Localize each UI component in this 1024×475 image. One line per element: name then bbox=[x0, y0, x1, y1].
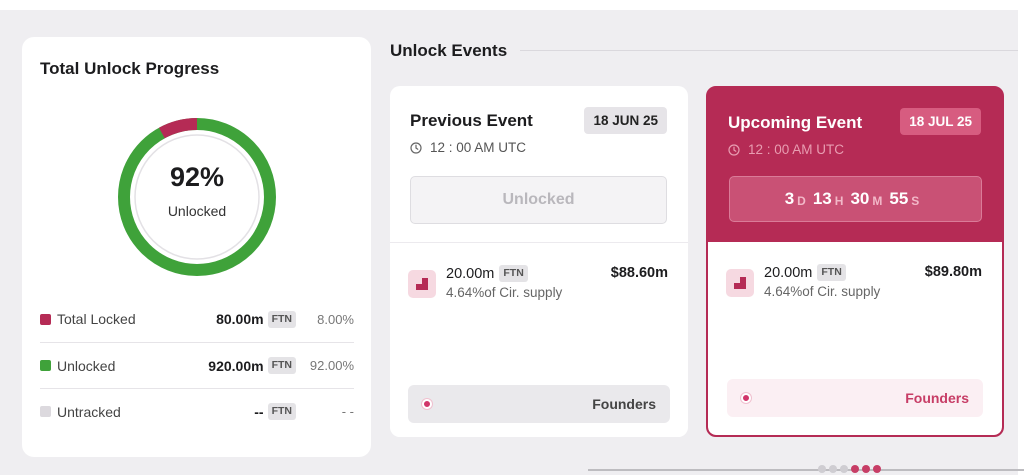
top-strip bbox=[0, 0, 1024, 10]
allocation-amount: 20.00m FTN bbox=[446, 265, 528, 282]
donut-locked-arc bbox=[118, 118, 276, 276]
legend-name: Total Locked bbox=[57, 311, 136, 327]
event-time: 12 : 00 AM UTC bbox=[410, 140, 526, 155]
clock-icon bbox=[728, 143, 740, 156]
category-founders[interactable]: Founders bbox=[408, 385, 670, 423]
amount-value: 20.00m bbox=[764, 264, 813, 281]
event-title: Upcoming Event bbox=[728, 113, 863, 132]
pager-dot[interactable] bbox=[829, 465, 837, 473]
donut-percent: 92% bbox=[169, 162, 225, 192]
legend-name: Untracked bbox=[57, 403, 121, 420]
countdown-days: 3 bbox=[784, 189, 795, 208]
unlock-donut-chart: 92% Unlocked bbox=[115, 115, 279, 279]
category-founders[interactable]: Founders bbox=[727, 379, 983, 417]
pager-dot[interactable] bbox=[851, 465, 859, 473]
pager-dot[interactable] bbox=[862, 465, 870, 473]
pager-dot[interactable] bbox=[818, 465, 826, 473]
event-date-badge: 18 JUL 25 bbox=[900, 108, 981, 135]
event-time: 12 : 00 AM UTC bbox=[728, 142, 844, 157]
unlocked-status: Unlocked bbox=[410, 176, 667, 224]
carousel-pager[interactable] bbox=[818, 465, 881, 473]
total-unlock-progress-card: Total Unlock Progress 92% Unlocked Total… bbox=[22, 37, 371, 457]
clock-icon bbox=[410, 141, 422, 154]
legend-row-locked: Total Locked 80.00m FTN 8.00% bbox=[40, 296, 354, 342]
section-divider bbox=[520, 50, 1018, 51]
right-strip bbox=[1018, 0, 1024, 475]
category-label: Founders bbox=[592, 396, 656, 412]
event-time-text: 12 : 00 AM UTC bbox=[430, 140, 527, 155]
countdown-minutes: 30 bbox=[850, 189, 870, 208]
allocation-usd: $88.60m bbox=[610, 265, 668, 281]
countdown-days-unit: D bbox=[797, 193, 806, 208]
legend-value: -- bbox=[254, 403, 264, 420]
donut-label: Unlocked bbox=[167, 203, 227, 219]
token-badge: FTN bbox=[267, 357, 296, 374]
category-dot-icon bbox=[422, 399, 432, 409]
pager-dot[interactable] bbox=[873, 465, 881, 473]
donut-unlocked-ring bbox=[118, 118, 276, 276]
token-badge: FTN bbox=[267, 403, 296, 420]
token-badge: FTN bbox=[499, 265, 528, 282]
legend-name: Unlocked bbox=[57, 357, 116, 374]
upcoming-event-card[interactable]: Upcoming Event 18 JUL 25 12 : 00 AM UTC … bbox=[706, 86, 1004, 437]
unlocked-swatch bbox=[40, 360, 51, 371]
countdown-seconds-unit: S bbox=[911, 193, 920, 208]
countdown-hours: 13 bbox=[812, 189, 832, 208]
countdown-seconds: 55 bbox=[889, 189, 909, 208]
event-title: Previous Event bbox=[410, 111, 533, 130]
allocation-amount: 20.00m FTN bbox=[764, 264, 846, 281]
donut-inner-ring bbox=[134, 134, 260, 260]
event-allocation: 20.00m FTN 4.64%of Cir. supply $88.60m F… bbox=[390, 242, 688, 437]
legend-percent: 92.00% bbox=[309, 358, 354, 373]
event-allocation: 20.00m FTN 4.64%of Cir. supply $89.80m F… bbox=[708, 242, 1002, 435]
event-date-badge: 18 JUN 25 bbox=[584, 107, 667, 134]
locked-swatch bbox=[40, 313, 51, 325]
token-badge: FTN bbox=[817, 264, 846, 281]
pager-dot[interactable] bbox=[840, 465, 848, 473]
allocation-supply: 4.64%of Cir. supply bbox=[764, 284, 881, 299]
token-badge: FTN bbox=[267, 310, 296, 328]
previous-event-card[interactable]: Previous Event 18 JUN 25 12 : 00 AM UTC … bbox=[390, 86, 688, 437]
category-label: Founders bbox=[905, 390, 969, 406]
allocation-icon bbox=[408, 270, 436, 298]
unlock-events-title: Unlock Events bbox=[390, 41, 508, 60]
legend-value: 80.00m bbox=[216, 311, 264, 327]
allocation-icon bbox=[726, 269, 754, 297]
countdown-minutes-unit: M bbox=[872, 193, 883, 208]
amount-value: 20.00m bbox=[446, 265, 495, 282]
legend-percent: - - bbox=[341, 404, 354, 419]
scroll-track bbox=[588, 469, 1024, 471]
event-time-text: 12 : 00 AM UTC bbox=[748, 142, 845, 157]
countdown-hours-unit: H bbox=[834, 193, 844, 208]
legend-value: 920.00m bbox=[208, 357, 264, 374]
category-dot-icon bbox=[741, 393, 751, 403]
progress-title: Total Unlock Progress bbox=[40, 59, 220, 78]
legend-percent: 8.00% bbox=[317, 311, 354, 327]
allocation-usd: $89.80m bbox=[924, 264, 982, 280]
legend-row-unlocked: Unlocked 920.00m FTN 92.00% bbox=[40, 342, 354, 388]
untracked-swatch bbox=[40, 406, 51, 417]
legend-row-untracked: Untracked -- FTN - - bbox=[40, 388, 354, 434]
allocation-supply: 4.64%of Cir. supply bbox=[446, 285, 563, 300]
